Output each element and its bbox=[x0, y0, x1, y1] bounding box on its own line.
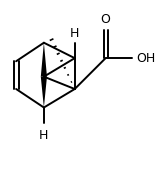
Text: H: H bbox=[70, 27, 79, 40]
Text: H: H bbox=[39, 129, 49, 142]
Polygon shape bbox=[41, 43, 47, 77]
Text: O: O bbox=[101, 13, 111, 26]
Polygon shape bbox=[41, 77, 47, 108]
Text: OH: OH bbox=[136, 52, 156, 65]
